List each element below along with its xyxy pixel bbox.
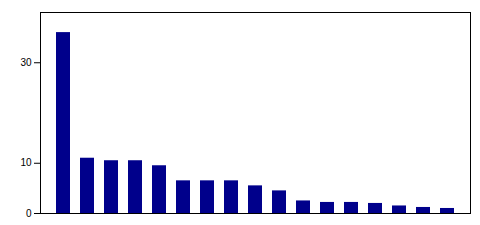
svg-text:10: 10 [20,157,32,168]
svg-text:0: 0 [26,208,32,219]
svg-text:30: 30 [20,57,32,68]
